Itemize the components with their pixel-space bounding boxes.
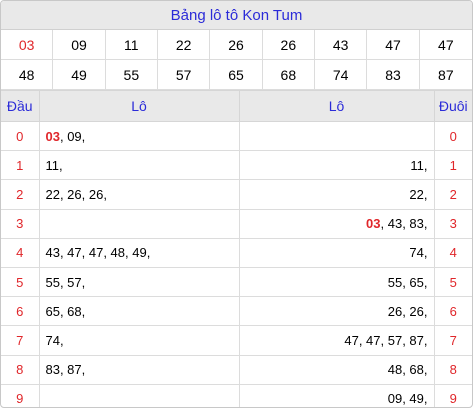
header-duoi: Đuôi [433, 90, 472, 122]
table-row: 6 65, 68, 26, 26, 6 [1, 296, 472, 327]
table-row: 7 74, 47, 47, 57, 87, 7 [1, 325, 472, 356]
lo-values: 09, 49, [387, 391, 428, 407]
lo-left-cell: 11, [38, 150, 240, 181]
header-lo-right: Lô [238, 90, 435, 122]
table-row: 4 43, 47, 47, 48, 49, 74, 4 [1, 237, 472, 268]
duoi-cell: 0 [433, 120, 472, 152]
dau-cell: 8 [1, 354, 40, 385]
dau-cell: 0 [1, 120, 40, 152]
table-header-row: Đầu Lô Lô Đuôi [1, 90, 472, 122]
header-dau: Đầu [1, 90, 40, 122]
lo-right-cell: 09, 49, [238, 383, 435, 407]
lo-values: 26, 26, [387, 303, 428, 319]
table-row: 3 03, 43, 83, 3 [1, 208, 472, 239]
dau-cell: 5 [1, 266, 40, 298]
dau-cell: 2 [1, 179, 40, 210]
dau-cell: 9 [1, 383, 40, 407]
lo-left-cell: 55, 57, [38, 266, 240, 298]
dau-cell: 1 [1, 150, 40, 181]
dau-cell: 4 [1, 237, 40, 268]
lo-values: 74, [409, 245, 428, 261]
number-cell: 83 [367, 60, 420, 90]
lo-left-cell: 83, 87, [38, 354, 240, 385]
number-cell: 65 [210, 60, 263, 90]
duoi-cell: 4 [433, 237, 472, 268]
lo-values: 83, 87, [45, 362, 86, 378]
dau-cell: 7 [1, 325, 40, 356]
lo-values: 65, 68, [45, 303, 86, 319]
lo-left-cell: 03, 09, [38, 120, 240, 152]
number-cell: 03 [1, 30, 54, 60]
lo-left-cell: 22, 26, 26, [38, 179, 240, 210]
number-cell: 26 [210, 30, 263, 60]
duoi-cell: 2 [433, 179, 472, 210]
lo-left-cell [38, 208, 240, 239]
number-cell: 57 [157, 60, 211, 90]
duoi-cell: 5 [433, 266, 472, 298]
number-cell: 87 [419, 60, 472, 90]
lo-right-cell: 55, 65, [238, 266, 435, 298]
table-row: 2 22, 26, 26, 22, 2 [1, 179, 472, 210]
number-grid: 03 09 11 22 26 26 43 47 47 48 49 55 57 65 68 74 83 87 [1, 30, 472, 90]
lo-values: , 43, 83, [380, 216, 428, 232]
table-row: 9 09, 49, 9 [1, 383, 472, 407]
table-row: 1 11, 11, 1 [1, 150, 472, 181]
lo-left-cell: 74, [38, 325, 240, 356]
highlight-number: 03 [366, 216, 381, 232]
number-cell: 55 [105, 60, 158, 90]
lo-values: 55, 65, [387, 274, 428, 290]
table-row: 0 03, 09, 0 [1, 120, 472, 152]
lo-values: 74, [45, 332, 64, 348]
number-cell: 11 [105, 30, 158, 60]
lo-left-cell [38, 383, 240, 407]
duoi-cell: 8 [433, 354, 472, 385]
lo-values: 22, 26, 26, [45, 186, 107, 202]
lo-right-cell: 47, 47, 57, 87, [238, 325, 435, 356]
loto-table: Đầu Lô Lô Đuôi 0 03, 09, 0 1 11, 11, 1 2 22, 26,… [1, 90, 472, 407]
lo-right-cell: 48, 68, [238, 354, 435, 385]
lo-right-cell: 22, [238, 179, 435, 210]
lo-left-cell: 65, 68, [38, 296, 240, 327]
number-cell: 49 [53, 60, 106, 90]
duoi-cell: 3 [433, 208, 472, 239]
number-cell: 68 [262, 60, 315, 90]
number-cell: 09 [53, 30, 106, 60]
number-cell: 47 [419, 30, 472, 60]
lo-right-cell: 74, [238, 237, 435, 268]
lo-values: 48, 68, [387, 362, 428, 378]
number-cell: 26 [262, 30, 315, 60]
number-cell: 43 [314, 30, 368, 60]
lo-right-cell: 11, [238, 150, 435, 181]
number-cell: 74 [314, 60, 368, 90]
duoi-cell: 9 [433, 383, 472, 407]
lo-right-cell: 03, 43, 83, [238, 208, 435, 239]
lo-values: 22, [409, 186, 428, 202]
duoi-cell: 7 [433, 325, 472, 356]
table-row: 8 83, 87, 48, 68, 8 [1, 354, 472, 385]
lo-values: 43, 47, 47, 48, 49, [45, 245, 151, 261]
lo-right-cell [238, 120, 435, 152]
table-row: 5 55, 57, 55, 65, 5 [1, 266, 472, 298]
lo-values: 55, 57, [45, 274, 86, 290]
header-lo-left: Lô [38, 90, 240, 122]
number-cell: 47 [367, 30, 420, 60]
lo-values: 11, [410, 157, 428, 173]
duoi-cell: 1 [433, 150, 472, 181]
lo-right-cell: 26, 26, [238, 296, 435, 327]
lo-values: 11, [45, 157, 63, 173]
lo-values: , 09, [59, 128, 86, 144]
board-title: Bảng lô tô Kon Tum [1, 1, 472, 30]
number-cell: 22 [157, 30, 211, 60]
dau-cell: 3 [1, 208, 40, 239]
duoi-cell: 6 [433, 296, 472, 327]
number-cell: 48 [1, 60, 54, 90]
lo-values: 47, 47, 57, 87, [344, 332, 428, 348]
lo-left-cell: 43, 47, 47, 48, 49, [38, 237, 240, 268]
dau-cell: 6 [1, 296, 40, 327]
highlight-number: 03 [45, 128, 60, 144]
